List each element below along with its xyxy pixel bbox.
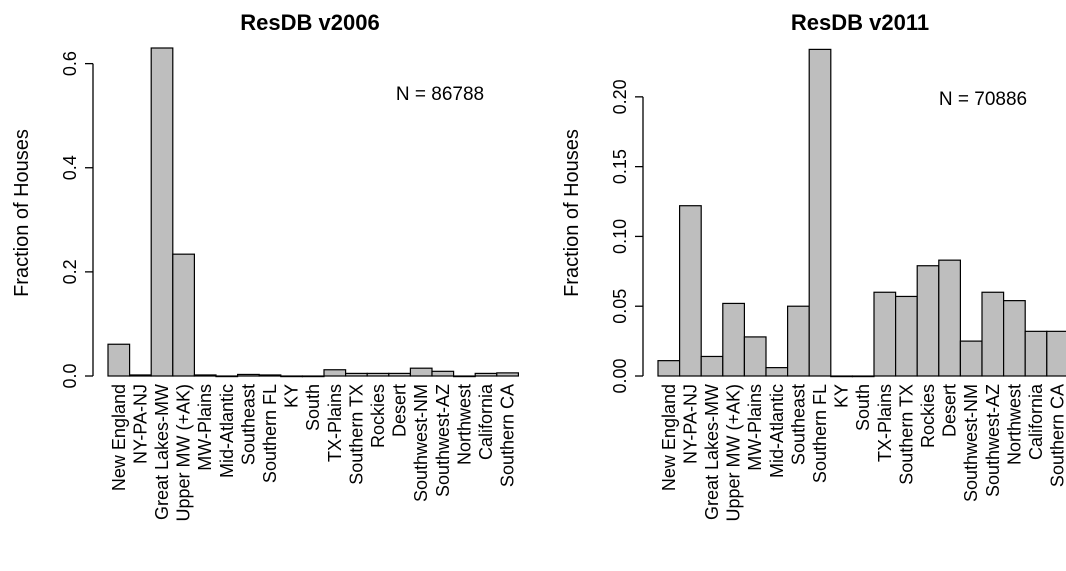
x-category-label: KY bbox=[832, 384, 852, 408]
x-category-label: California bbox=[1026, 383, 1046, 460]
bar bbox=[894, 295, 918, 377]
bar bbox=[1046, 330, 1066, 377]
x-category-label: Mid-Atlantic bbox=[217, 384, 237, 478]
x-category-label: Northwest bbox=[1004, 384, 1024, 465]
bar bbox=[657, 360, 681, 377]
bar bbox=[1002, 300, 1026, 377]
x-category-label: Great Lakes-MW bbox=[702, 384, 722, 520]
x-category-label: Southern FL bbox=[260, 384, 280, 483]
x-category-label: Mid-Atlantic bbox=[767, 384, 787, 478]
bar bbox=[851, 375, 875, 378]
bar bbox=[765, 367, 789, 377]
bar bbox=[388, 372, 411, 377]
bar bbox=[150, 47, 174, 377]
x-category-label: Desert bbox=[390, 384, 410, 437]
y-tick-label: 0.6 bbox=[60, 51, 80, 76]
y-tick-label: 0.05 bbox=[610, 289, 630, 324]
bar bbox=[107, 343, 131, 377]
bar bbox=[938, 259, 961, 377]
x-category-label: Southwest-AZ bbox=[983, 384, 1003, 497]
bar bbox=[237, 373, 260, 377]
x-category-label: Southern TX bbox=[896, 384, 916, 485]
x-category-label: Southwest-NM bbox=[961, 384, 981, 502]
x-category-label: Rockies bbox=[918, 384, 938, 448]
x-category-label: South bbox=[853, 384, 873, 431]
y-tick-label: 0.4 bbox=[60, 155, 80, 180]
y-axis-label: Fraction of Houses bbox=[561, 129, 583, 297]
y-axis-label: Fraction of Houses bbox=[11, 129, 33, 297]
x-category-label: TX-Plains bbox=[875, 384, 895, 462]
bar bbox=[345, 372, 368, 377]
bar bbox=[700, 355, 724, 377]
chart-panel-v2011: ResDB v2011 Fraction of Houses 0.00 0.05 0.1… bbox=[561, 10, 1066, 522]
x-category-label: New England bbox=[659, 384, 679, 491]
bar bbox=[808, 48, 832, 377]
bar bbox=[830, 375, 853, 378]
x-category-label: Southern CA bbox=[1048, 384, 1066, 487]
x-category-label: Upper MW (+AK) bbox=[174, 384, 194, 522]
bar bbox=[474, 372, 498, 377]
bar bbox=[786, 305, 810, 377]
bar bbox=[722, 302, 745, 377]
y-tick-label: 0.15 bbox=[610, 149, 630, 184]
bar bbox=[959, 340, 983, 377]
y-tick-label: 0.2 bbox=[60, 259, 80, 284]
x-category-label: Southeast bbox=[238, 384, 258, 465]
x-category-label: NY-PA-NJ bbox=[680, 384, 700, 464]
bar bbox=[129, 374, 152, 377]
bar bbox=[431, 370, 455, 377]
bar bbox=[981, 291, 1005, 377]
bar bbox=[496, 372, 519, 377]
bar bbox=[1024, 330, 1048, 377]
x-category-label: Southern CA bbox=[498, 384, 518, 487]
y-tick-label: 0.0 bbox=[60, 363, 80, 388]
x-category-label: Southern TX bbox=[346, 384, 366, 485]
bar bbox=[916, 265, 940, 377]
x-category-label: Southwest-NM bbox=[411, 384, 431, 502]
chart-title: ResDB v2011 bbox=[791, 10, 929, 35]
x-category-label: South bbox=[303, 384, 323, 431]
x-category-label: KY bbox=[282, 384, 302, 408]
x-category-label: Upper MW (+AK) bbox=[724, 384, 744, 522]
x-category-label: Great Lakes-MW bbox=[152, 384, 172, 520]
chart-title: ResDB v2006 bbox=[240, 10, 379, 35]
y-tick-label: 0.20 bbox=[610, 79, 630, 114]
x-category-label: TX-Plains bbox=[325, 384, 345, 462]
bar bbox=[743, 336, 767, 377]
bar bbox=[873, 291, 897, 377]
bar bbox=[280, 375, 303, 378]
x-category-label: MW-Plains bbox=[745, 384, 765, 471]
x-category-label: New England bbox=[109, 384, 129, 491]
bar bbox=[409, 367, 433, 377]
bar bbox=[301, 375, 325, 378]
x-category-label: NY-PA-NJ bbox=[130, 384, 150, 464]
x-category-label: Southern FL bbox=[810, 384, 830, 483]
x-category-label: Rockies bbox=[368, 384, 388, 448]
sample-size-annotation: N = 70886 bbox=[939, 89, 1027, 110]
x-category-label: Southwest-AZ bbox=[433, 384, 453, 497]
bar bbox=[172, 253, 196, 377]
x-category-label: California bbox=[476, 383, 496, 460]
chart-panel-v2006: ResDB v2006 Fraction of Houses 0.0 0.2 0.4 0.… bbox=[11, 10, 519, 522]
bar bbox=[678, 205, 702, 377]
bar bbox=[366, 372, 390, 377]
bar bbox=[193, 374, 217, 377]
bar bbox=[215, 375, 239, 378]
bar bbox=[453, 375, 476, 378]
bar bbox=[258, 374, 282, 377]
y-tick-label: 0.10 bbox=[610, 219, 630, 254]
x-category-label: Southeast bbox=[788, 384, 808, 465]
bar bbox=[323, 369, 347, 377]
x-category-label: MW-Plains bbox=[195, 384, 215, 471]
x-category-label: Northwest bbox=[454, 384, 474, 465]
sample-size-annotation: N = 86788 bbox=[396, 84, 484, 105]
y-tick-label: 0.00 bbox=[610, 358, 630, 393]
x-category-label: Desert bbox=[940, 384, 960, 437]
